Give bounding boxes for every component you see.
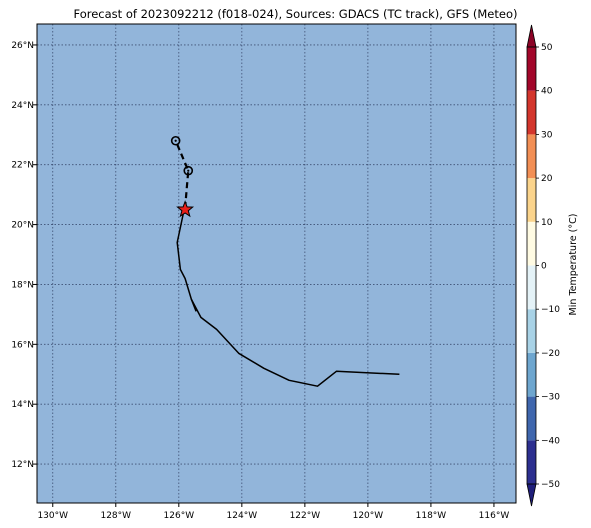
lon-tick-label: 116°W xyxy=(479,511,510,521)
lat-tick-label: 16°N xyxy=(11,340,34,350)
colorbar-tick-label: −40 xyxy=(541,436,560,446)
colorbar-tick-label: 30 xyxy=(541,130,553,140)
lat-tick-label: 20°N xyxy=(11,221,34,231)
colorbar-tick-label: −30 xyxy=(541,393,560,403)
colorbar-ticks: 50 40 30 20 10 0 −10 −20 −30 −40 −50 xyxy=(536,43,560,490)
colorbar-bin xyxy=(527,265,536,310)
lat-tick-label: 14°N xyxy=(11,400,34,410)
forecast-point-center xyxy=(187,169,190,172)
storm-track-layer xyxy=(170,135,400,387)
past-track-line xyxy=(176,212,400,387)
colorbar-tick-label: −50 xyxy=(541,480,560,490)
colorbar-bin xyxy=(527,352,536,397)
colorbar-bins xyxy=(526,24,537,507)
lat-tick-label: 24°N xyxy=(11,101,34,111)
lat-tick-label: 22°N xyxy=(11,161,34,171)
current-position-star xyxy=(176,200,195,218)
colorbar-extend-high xyxy=(526,24,537,48)
colorbar-bin xyxy=(527,396,536,441)
colorbar-bin xyxy=(527,178,536,222)
gridlines xyxy=(37,24,516,503)
colorbar-tick-label: 50 xyxy=(541,43,553,53)
map-title: Forecast of 2023092212 (f018-024), Sourc… xyxy=(73,7,518,21)
colorbar-bin xyxy=(527,309,536,353)
lon-tick-label: 122°W xyxy=(290,511,321,521)
lat-tick-label: 26°N xyxy=(11,41,34,51)
colorbar-tick-label: 10 xyxy=(541,218,553,228)
lat-tick-label: 18°N xyxy=(11,280,34,290)
lon-tick-label: 120°W xyxy=(353,511,384,521)
colorbar-bin xyxy=(527,221,536,266)
lon-tick-label: 118°W xyxy=(416,511,447,521)
colorbar-tick-label: 20 xyxy=(541,174,553,184)
lon-tick-label: 128°W xyxy=(100,511,131,521)
colorbar-tick-label: −10 xyxy=(541,305,560,315)
lon-tick-label: 124°W xyxy=(227,511,258,521)
forecast-point-marker xyxy=(170,135,181,146)
map-ocean-background xyxy=(37,24,516,503)
colorbar-bin xyxy=(527,90,536,135)
forecast-point-marker xyxy=(183,165,194,176)
colorbar-tick-label: 0 xyxy=(541,262,547,272)
colorbar-bin xyxy=(527,47,536,91)
colorbar-label: Min Temperature (°C) xyxy=(568,214,579,316)
lat-tick-label: 12°N xyxy=(11,460,34,470)
lon-tick-label: 126°W xyxy=(164,511,195,521)
axis-ticks: 130°W 128°W 126°W 124°W 122°W 120°W 118°W 116°W… xyxy=(11,41,509,521)
colorbar-tick-label: 40 xyxy=(541,87,553,97)
colorbar-tick-label: −20 xyxy=(541,349,560,359)
map-frame xyxy=(36,23,517,504)
forecast-point-center xyxy=(174,139,177,142)
track-branch-line xyxy=(190,299,197,312)
colorbar-extend-low xyxy=(526,483,537,507)
colorbar-bin xyxy=(527,440,536,484)
lon-tick-label: 130°W xyxy=(37,511,68,521)
colorbar-bin xyxy=(527,134,536,179)
forecast-track-line xyxy=(174,140,190,209)
